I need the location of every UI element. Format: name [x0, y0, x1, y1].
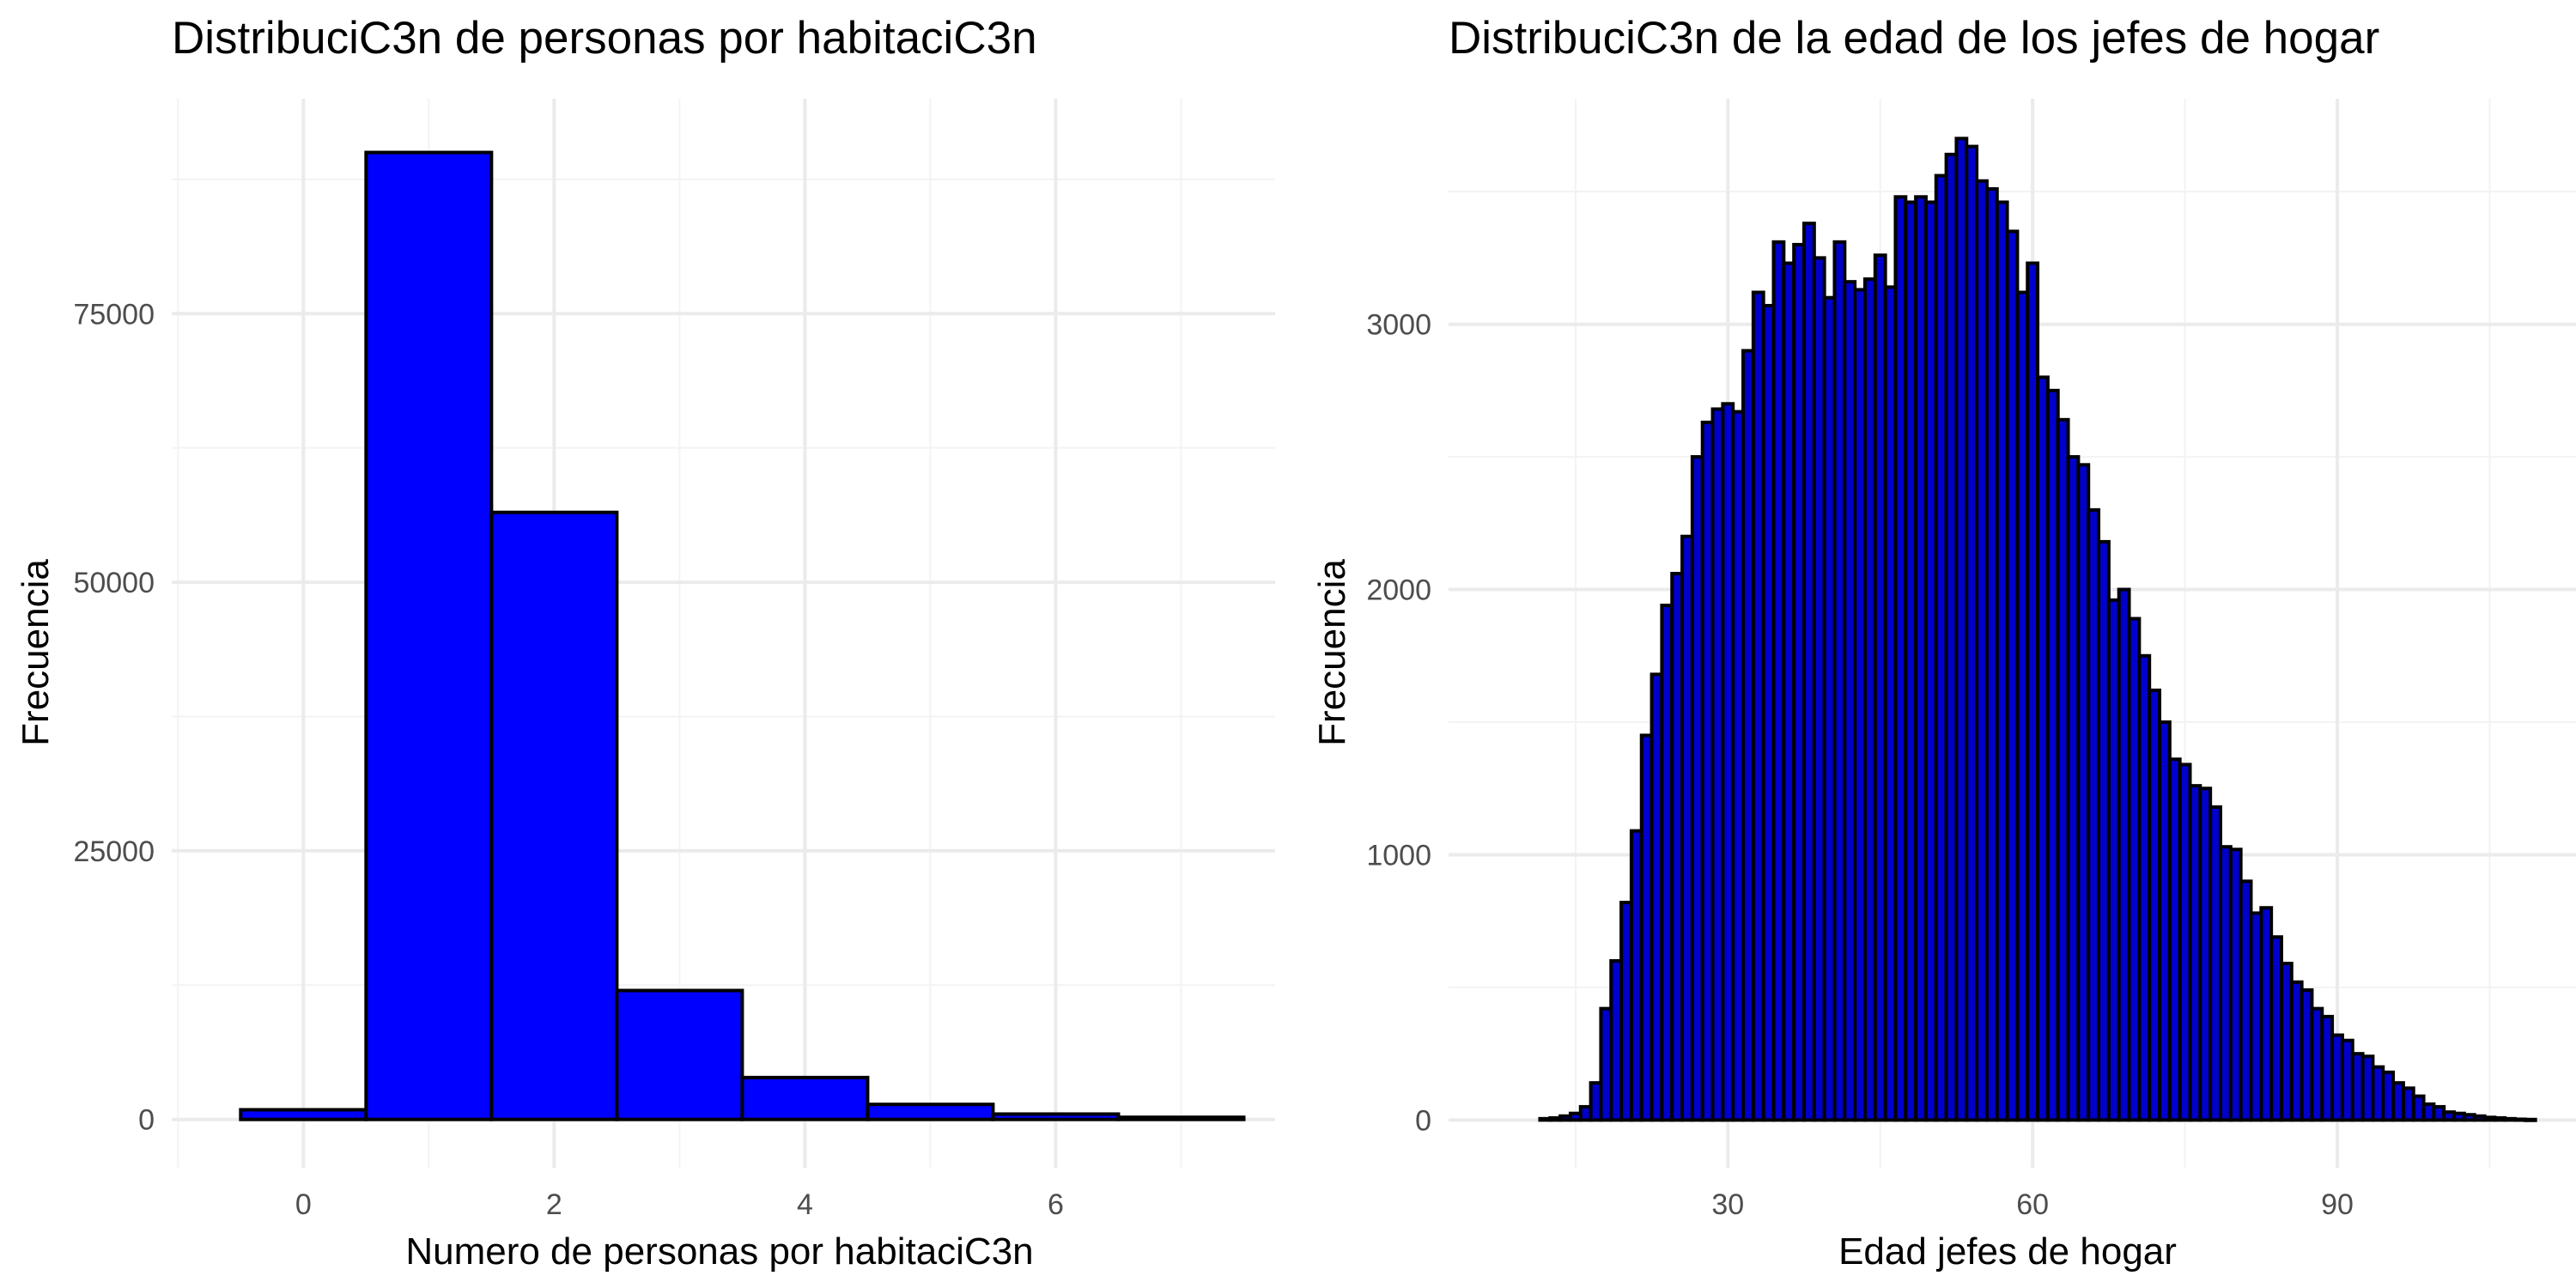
- bar: [740, 1075, 870, 1121]
- bar: [239, 1108, 368, 1121]
- y-tick-labels: 0 1000 2000 3000: [1366, 309, 1431, 1138]
- y-tick-label: 1000: [1366, 839, 1431, 872]
- x-tick-label: 4: [797, 1188, 813, 1221]
- y-tick-label: 75000: [73, 298, 155, 331]
- y-tick-label: 0: [138, 1104, 155, 1137]
- bars: [1538, 137, 2537, 1122]
- y-tick-label: 3000: [1366, 309, 1431, 342]
- x-tick-label: 2: [546, 1188, 562, 1221]
- histogram-panel-head-age: DistribuciC3n de la edad de los jefes de…: [1311, 13, 2576, 1273]
- chart-title-people-per-room: DistribuciC3n de personas por habitaciC3…: [172, 13, 1037, 64]
- y-tick-label: 25000: [73, 835, 155, 868]
- x-tick-labels: 30 60 90: [1711, 1188, 2354, 1221]
- y-axis-title-frequency-1: Frecuencia: [15, 559, 57, 746]
- bar: [866, 1103, 995, 1121]
- x-tick-label: 6: [1048, 1188, 1064, 1221]
- bars: [239, 150, 1246, 1121]
- bar: [615, 988, 744, 1121]
- y-tick-label: 2000: [1366, 574, 1431, 607]
- bar: [364, 150, 494, 1121]
- bar: [1116, 1115, 1246, 1121]
- x-tick-label: 0: [295, 1188, 312, 1221]
- y-tick-label: 50000: [73, 567, 155, 599]
- bar: [2523, 1117, 2537, 1122]
- y-tick-labels: 0 25000 50000 75000: [73, 298, 155, 1136]
- histogram-panel-people-per-room: DistribuciC3n de personas por habitaciC3…: [15, 13, 1275, 1273]
- x-axis-title-head-age: Edad jefes de hogar: [1838, 1230, 2177, 1273]
- x-tick-label: 30: [1711, 1188, 1744, 1221]
- x-axis-title-people-per-room: Numero de personas por habitaciC3n: [405, 1230, 1033, 1273]
- y-tick-label: 0: [1415, 1104, 1431, 1137]
- x-tick-label: 90: [2321, 1188, 2354, 1221]
- y-axis-title-frequency-2: Frecuencia: [1311, 559, 1353, 746]
- bar: [489, 510, 619, 1121]
- chart-title-head-age: DistribuciC3n de la edad de los jefes de…: [1449, 13, 2379, 64]
- x-tick-labels: 0 2 4 6: [295, 1188, 1064, 1221]
- x-tick-label: 60: [2016, 1188, 2049, 1221]
- bar: [991, 1112, 1121, 1121]
